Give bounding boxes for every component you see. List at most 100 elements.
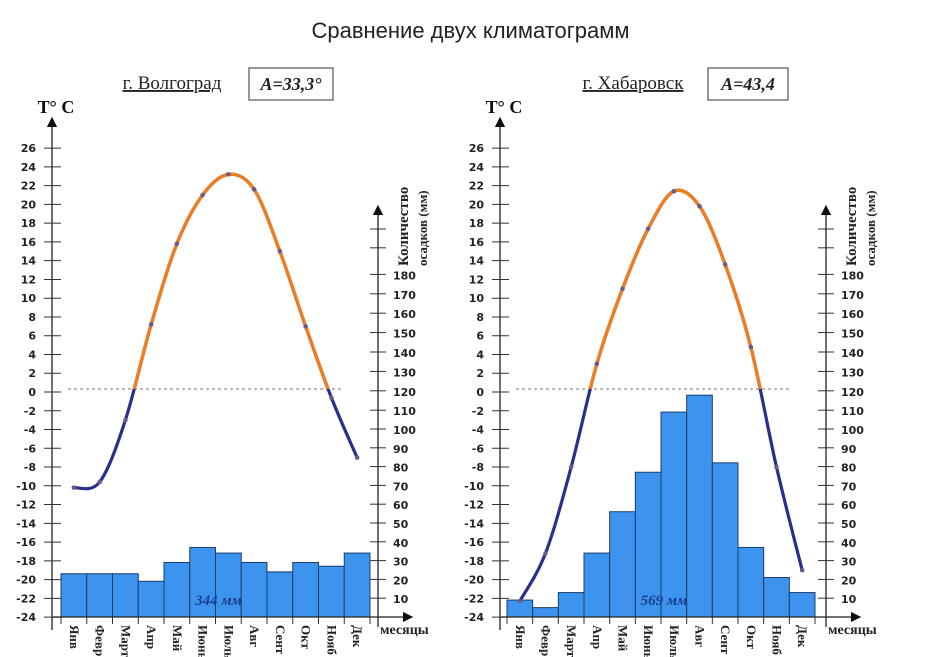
month-label: Март xyxy=(118,625,133,657)
temp-tick-label: 4 xyxy=(476,348,484,361)
precip-bar xyxy=(660,411,688,618)
precip-tick-label: 160 xyxy=(393,308,416,321)
temp-point xyxy=(354,455,360,460)
temp-tick-label: 8 xyxy=(476,311,484,324)
precip-tick-label: 110 xyxy=(841,405,864,418)
precip-tick-label: 10 xyxy=(841,593,857,606)
precip-bar xyxy=(609,511,636,618)
precip-bar xyxy=(343,552,371,618)
precip-tick-label: 140 xyxy=(393,347,416,360)
temp-tick-label: 24 xyxy=(21,161,37,174)
city-title: г. Волгоград xyxy=(123,73,222,94)
city-title: г. Хабаровск xyxy=(583,73,685,94)
temp-tick-label: -24 xyxy=(16,611,36,624)
temp-tick-label: -20 xyxy=(16,574,36,587)
temp-tick-label: -16 xyxy=(464,536,484,549)
temp-point xyxy=(329,395,334,400)
precip-bar xyxy=(60,573,88,618)
precip-tick-label: 140 xyxy=(841,347,864,360)
month-label: Авг xyxy=(693,625,708,647)
precip-bar xyxy=(532,607,559,618)
temp-tick-label: -12 xyxy=(464,499,484,512)
temp-tick-label: 26 xyxy=(469,142,485,155)
precip-tick-label: 30 xyxy=(841,556,857,569)
temp-tick-label: 12 xyxy=(21,273,36,286)
precip-bar xyxy=(112,573,139,618)
precip-bar xyxy=(86,573,113,618)
temp-tick-label: -8 xyxy=(24,461,36,474)
temp-tick-label: -12 xyxy=(16,499,36,512)
temp-tick-label: 12 xyxy=(469,273,484,286)
temp-tick-label: 20 xyxy=(21,198,37,211)
precip-bar xyxy=(634,471,662,618)
precip-tick-label: 50 xyxy=(841,518,857,531)
month-label: Нояб xyxy=(324,625,339,655)
temp-point xyxy=(200,192,205,198)
precip-axis-label-line2: осадков (мм) xyxy=(415,190,430,266)
precip-bar xyxy=(163,561,191,618)
month-label: Окт xyxy=(744,625,759,650)
month-label: Июнь xyxy=(196,625,211,657)
month-label: Апр xyxy=(144,625,159,649)
precip-total-label: 344 мм xyxy=(194,593,242,609)
climatogram-khabarovsk: г. Хабаровск A=43,4T° C262422201816141210… xyxy=(464,67,878,657)
temp-tick-label: 18 xyxy=(21,217,36,230)
temp-point xyxy=(123,417,128,423)
precip-tick-label: 150 xyxy=(393,328,416,341)
month-label: Июль xyxy=(667,625,682,657)
temp-tick-label: 22 xyxy=(21,180,36,193)
month-label: Нояб xyxy=(770,625,785,655)
temp-tick-label: 2 xyxy=(476,367,484,380)
month-label: Янв xyxy=(513,625,528,649)
month-label: Май xyxy=(616,625,631,652)
temp-tick-label: -2 xyxy=(472,405,484,418)
amplitude-box xyxy=(707,67,789,101)
temp-tick-label: -4 xyxy=(24,424,37,437)
temp-tick-label: 14 xyxy=(469,255,485,268)
temp-tick-label: 14 xyxy=(21,255,37,268)
precip-bar xyxy=(240,561,268,618)
temp-tick-label: 6 xyxy=(476,330,484,343)
precip-tick-label: 20 xyxy=(841,574,857,587)
temp-point xyxy=(517,598,523,604)
precip-bar xyxy=(137,580,165,618)
temp-tick-label: 2 xyxy=(28,367,36,380)
temp-point xyxy=(620,286,625,292)
month-label: Сент xyxy=(718,625,733,655)
temp-curve-negative xyxy=(72,172,359,491)
temp-curve-positive xyxy=(132,172,330,389)
month-label: Дек xyxy=(795,625,810,648)
precip-tick-label: 180 xyxy=(841,269,864,282)
precip-bar xyxy=(266,571,294,618)
temp-tick-label: -6 xyxy=(24,442,37,455)
temp-tick-label: 10 xyxy=(21,292,37,305)
precip-tick-label: 130 xyxy=(841,366,864,379)
month-label: Март xyxy=(564,625,579,657)
month-label: Сент xyxy=(273,625,288,655)
precip-tick-label: 110 xyxy=(393,405,416,418)
precip-tick-label: 180 xyxy=(393,269,416,282)
temp-axis-label: T° C xyxy=(38,97,75,117)
precip-tick-label: 20 xyxy=(393,574,409,587)
precip-axis-label-line1: Количество xyxy=(844,187,860,266)
page-title: Сравнение двух климатограмм xyxy=(311,18,630,43)
temp-tick-label: -8 xyxy=(472,461,484,474)
temp-tick-label: -22 xyxy=(464,592,484,605)
precip-tick-label: 30 xyxy=(393,556,409,569)
month-label: Февр xyxy=(93,625,108,656)
temp-point xyxy=(277,249,283,254)
temp-tick-label: 6 xyxy=(28,330,36,343)
temp-tick-label: -14 xyxy=(464,517,484,530)
precip-tick-label: 60 xyxy=(393,499,409,512)
precip-axis-label-line2: осадков (мм) xyxy=(863,190,878,266)
temp-tick-label: -18 xyxy=(464,555,484,568)
precip-tick-label: 60 xyxy=(841,499,857,512)
climatogram-volgograd: г. Волгоград A=33,3°T° C26242220181614121… xyxy=(16,67,430,657)
temp-tick-label: -22 xyxy=(16,592,36,605)
temp-point xyxy=(774,464,779,470)
precip-tick-label: 90 xyxy=(841,443,857,456)
temp-point xyxy=(697,203,702,209)
precip-bar xyxy=(788,592,816,618)
temp-tick-label: 16 xyxy=(21,236,37,249)
